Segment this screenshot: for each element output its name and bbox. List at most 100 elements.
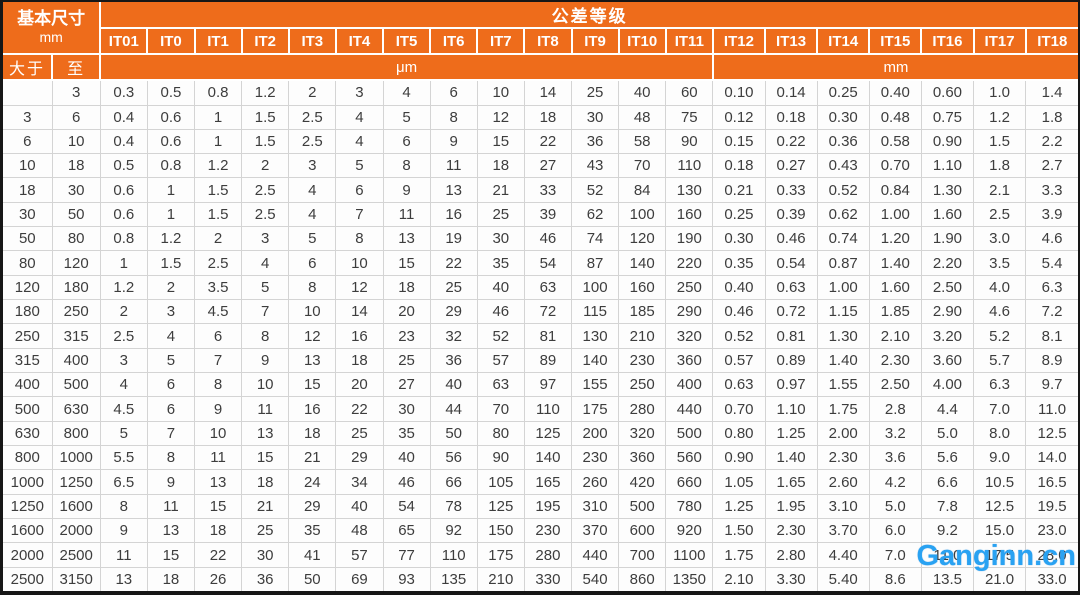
value-cell: 0.72 <box>764 299 818 325</box>
value-cell: 4.2 <box>868 469 922 495</box>
value-cell: 175 <box>476 542 525 568</box>
value-cell: 1.0 <box>972 79 1027 106</box>
value-cell: 290 <box>665 299 714 325</box>
value-cell: 36 <box>570 128 620 155</box>
value-cell: 0.46 <box>764 226 818 252</box>
value-cell: 1.65 <box>764 469 818 495</box>
value-cell: 65 <box>382 518 431 544</box>
basic-size-header: 基本尺寸 mm <box>3 2 102 55</box>
value-cell: 2.5 <box>241 201 290 228</box>
value-cell: 1.75 <box>712 542 766 568</box>
value-cell: 280 <box>618 396 667 422</box>
value-cell: 4.5 <box>99 396 148 422</box>
header-row-title: 基本尺寸 mm 公差等级 <box>3 2 1078 55</box>
value-cell: 69 <box>335 566 384 591</box>
value-cell: 8 <box>429 104 478 130</box>
value-cell: 210 <box>618 323 667 349</box>
cell-to: 50 <box>51 201 101 228</box>
value-cell: 12 <box>288 323 337 349</box>
value-cell: 3.60 <box>920 347 975 374</box>
value-cell: 7 <box>146 420 196 447</box>
value-cell: 440 <box>570 542 620 568</box>
value-cell: 1.15 <box>816 299 870 325</box>
value-cell: 220 <box>665 250 714 276</box>
value-cell: 2.60 <box>816 469 870 495</box>
value-cell: 1.2 <box>193 153 243 179</box>
value-cell: 8 <box>288 274 337 301</box>
value-cell: 63 <box>523 274 573 301</box>
value-cell: 0.40 <box>868 79 922 106</box>
tolerance-grade-title: 公差等级 <box>99 2 1078 29</box>
table-row: 800 1000 5.5 8 11 15 21 29 40 56 90 140 230 360 560 0.9… <box>3 445 1078 471</box>
value-cell: 4 <box>288 201 337 228</box>
value-cell: 2.90 <box>920 299 975 325</box>
value-cell: 110 <box>665 153 714 179</box>
value-cell: 13.5 <box>920 566 975 591</box>
cell-over: 315 <box>3 347 53 374</box>
value-cell: 97 <box>523 372 573 398</box>
value-cell: 440 <box>665 396 714 422</box>
grade-header-it3: IT3 <box>287 27 337 55</box>
value-cell: 210 <box>476 566 525 591</box>
cell-to: 3 <box>51 79 101 106</box>
value-cell: 11.0 <box>920 542 975 568</box>
value-cell: 6 <box>429 79 478 106</box>
value-cell: 0.14 <box>764 79 818 106</box>
table-row: 1000 1250 6.5 9 13 18 24 34 46 66 105 165 260 420 660 1… <box>3 469 1078 495</box>
table-row: 500 630 4.5 6 9 11 16 22 30 44 70 110 175 280 440 0.70 1… <box>3 396 1078 422</box>
value-cell: 16 <box>429 201 478 228</box>
value-cell: 150 <box>476 518 525 544</box>
value-cell: 0.3 <box>99 79 148 106</box>
value-cell: 11 <box>241 396 290 422</box>
value-cell: 3.10 <box>816 493 870 520</box>
value-cell: 4.40 <box>816 542 870 568</box>
value-cell: 9 <box>429 128 478 155</box>
basic-size-unit: mm <box>39 29 63 46</box>
value-cell: 30 <box>570 104 620 130</box>
value-cell: 4 <box>335 104 384 130</box>
value-cell: 12 <box>476 104 525 130</box>
table-row: 50 80 0.8 1.2 2 3 5 8 13 19 30 46 74 120 190 0.30 0.46 0.… <box>3 226 1078 252</box>
value-cell: 0.58 <box>868 128 922 155</box>
tolerance-table: 基本尺寸 mm 公差等级 IT01 IT0 IT1 IT2 IT3 IT4 IT5 IT6 IT… <box>3 2 1078 591</box>
value-cell: 4 <box>99 372 148 398</box>
value-cell: 0.70 <box>868 153 922 179</box>
value-cell: 5.5 <box>99 445 148 471</box>
value-cell: 8 <box>193 372 243 398</box>
value-cell: 0.15 <box>712 128 766 155</box>
value-cell: 2.30 <box>816 445 870 471</box>
value-cell: 13 <box>429 177 478 203</box>
value-cell: 0.5 <box>146 79 196 106</box>
value-cell: 0.8 <box>99 226 148 252</box>
value-cell: 200 <box>570 420 620 447</box>
value-cell: 0.4 <box>99 128 148 155</box>
value-cell: 5 <box>146 347 196 374</box>
basic-size-label: 基本尺寸 <box>17 9 86 29</box>
value-cell: 0.60 <box>920 79 975 106</box>
value-cell: 260 <box>570 469 620 495</box>
value-cell: 125 <box>476 493 525 520</box>
value-cell: 0.57 <box>712 347 766 374</box>
value-cell: 1.20 <box>868 226 922 252</box>
value-cell: 39 <box>523 201 573 228</box>
value-cell: 7.2 <box>1025 299 1078 325</box>
value-cell: 1.55 <box>816 372 870 398</box>
value-cell: 10.5 <box>972 469 1027 495</box>
grade-header-it5: IT5 <box>381 27 432 55</box>
value-cell: 0.80 <box>712 420 766 447</box>
value-cell: 3.20 <box>920 323 975 349</box>
value-cell: 8 <box>241 323 290 349</box>
value-cell: 125 <box>523 420 573 447</box>
value-cell: 35 <box>476 250 525 276</box>
value-cell: 280 <box>523 542 573 568</box>
value-cell: 18 <box>523 104 573 130</box>
value-cell: 2 <box>193 226 243 252</box>
header-row-grades: IT01 IT0 IT1 IT2 IT3 IT4 IT5 IT6 IT7 IT8 IT9 IT10 IT… <box>3 27 1078 55</box>
value-cell: 190 <box>665 226 714 252</box>
table-header: 基本尺寸 mm 公差等级 IT01 IT0 IT1 IT2 IT3 IT4 IT5 IT6 IT… <box>3 2 1078 81</box>
value-cell: 4.6 <box>972 299 1027 325</box>
value-cell: 5 <box>99 420 148 447</box>
cell-to: 1000 <box>51 445 101 471</box>
value-cell: 6 <box>193 323 243 349</box>
value-cell: 3 <box>335 79 384 106</box>
